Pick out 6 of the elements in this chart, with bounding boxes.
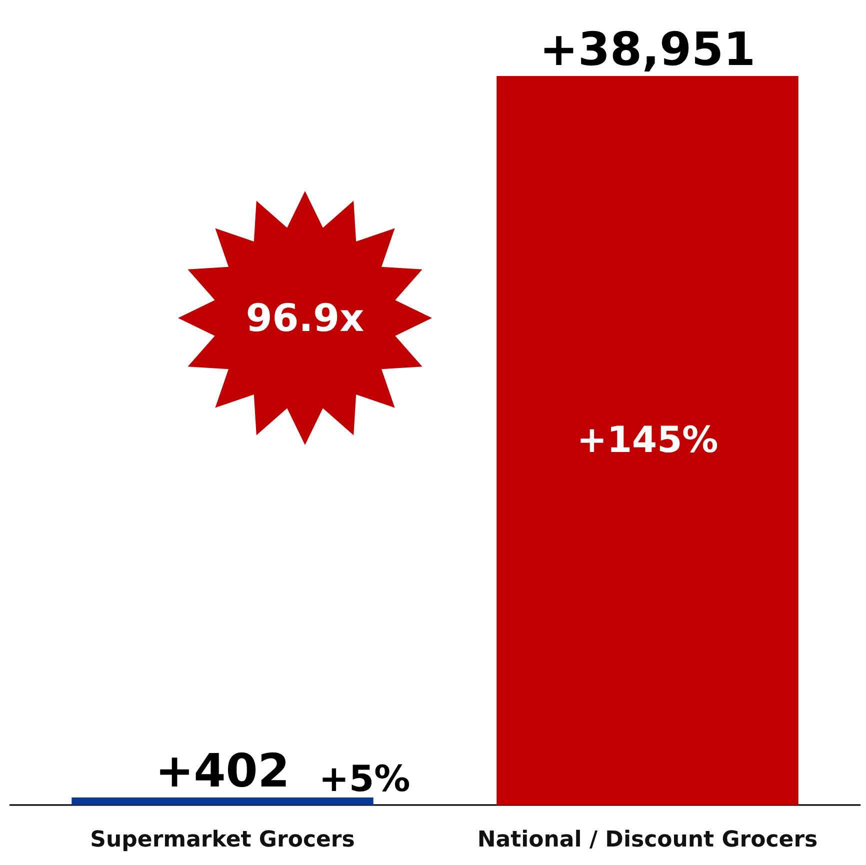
data-label: +402 — [155, 743, 290, 798]
annotation: +145% — [576, 420, 718, 461]
annotation: +5% — [318, 758, 410, 800]
x-tick-label: National / Discount Grocers — [477, 828, 818, 852]
x-tick-label: Supermarket Grocers — [90, 828, 355, 852]
data-label: +38,951 — [539, 22, 756, 76]
